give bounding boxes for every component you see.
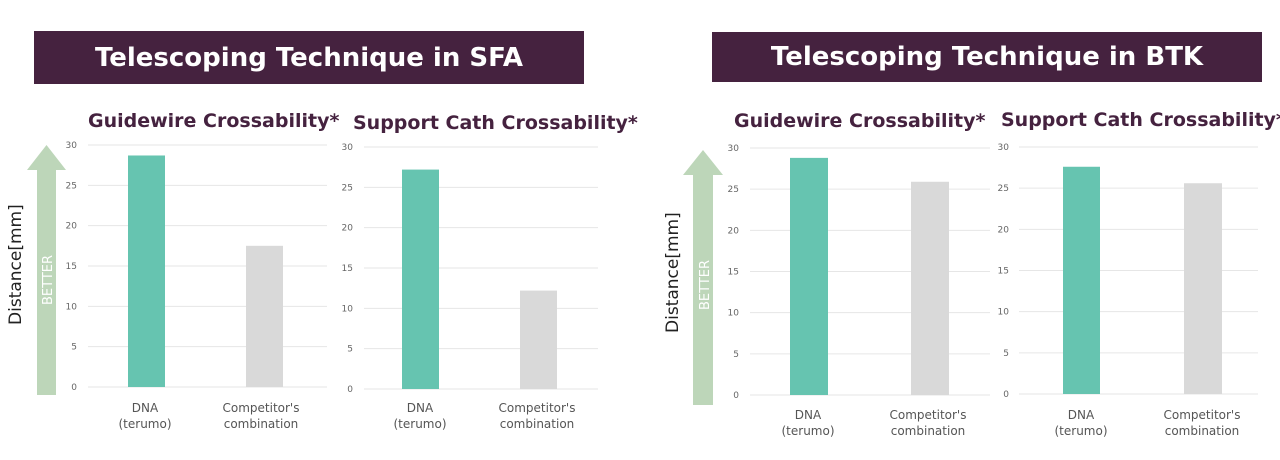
y-tick-label: 30: [342, 143, 354, 153]
chart-title-btk-support-cath: Support Cath Crossability*: [1001, 109, 1280, 131]
y-tick-label: 10: [342, 304, 354, 314]
y-tick-label: 0: [1003, 390, 1009, 400]
category-label: DNA (terumo): [118, 401, 171, 431]
bar-dna: [1063, 166, 1100, 394]
btk-banner: Telescoping Technique in BTK: [712, 32, 1262, 82]
y-tick-label: 25: [998, 184, 1009, 194]
y-tick-label: 5: [733, 350, 739, 360]
y-tick-label: 20: [998, 225, 1010, 235]
chart-btk-support-cath: 0 5 10 15 20 25 30 DNA (terumo) Competitor's combi…: [998, 143, 1258, 438]
y-tick-label: 15: [66, 262, 77, 272]
y-tick-label: 15: [998, 267, 1009, 277]
better-label-btk: BETTER: [698, 260, 713, 310]
y-tick-label: 25: [66, 181, 77, 191]
y-tick-label: 0: [347, 385, 353, 395]
category-label: DNA (terumo): [1054, 408, 1107, 438]
y-tick-label: 15: [728, 268, 739, 278]
better-arrow-btk: BETTER: [683, 150, 723, 405]
better-label-sfa: BETTER: [41, 255, 56, 305]
bar-dna: [128, 155, 165, 387]
sfa-banner: Telescoping Technique in SFA: [34, 31, 584, 84]
category-label: DNA (terumo): [781, 408, 834, 438]
y-tick-label: 25: [342, 183, 353, 193]
y-tick-label: 20: [728, 226, 740, 236]
y-tick-label: 20: [342, 224, 354, 234]
y-tick-label: 30: [998, 143, 1010, 153]
y-tick-label: 10: [66, 302, 78, 312]
y-tick-label: 5: [347, 345, 353, 355]
y-tick-label: 10: [998, 308, 1010, 318]
bar-competitor: [911, 181, 949, 395]
y-tick-label: 5: [71, 343, 77, 353]
bar-dna: [790, 157, 828, 395]
bar-competitor: [246, 245, 283, 387]
y-tick-label: 15: [342, 264, 353, 274]
y-tick-label: 25: [728, 185, 739, 195]
y-tick-label: 10: [728, 309, 740, 319]
y-tick-label: 5: [1003, 349, 1009, 359]
category-label: Competitor's combination: [223, 401, 300, 431]
chart-btk-guidewire: 0 5 10 15 20 25 30 DNA (terumo) Competitor's combi…: [728, 144, 990, 438]
chart-sfa-support-cath: 0 5 10 15 20 25 30 DNA (terumo) Competitor's combi…: [342, 143, 598, 431]
y-tick-label: 0: [733, 391, 739, 401]
y-tick-label: 0: [71, 383, 77, 393]
bar-dna: [402, 169, 439, 389]
chart-title-sfa-support-cath: Support Cath Crossability*: [353, 112, 638, 134]
chart-title-btk-guidewire: Guidewire Crossability*: [734, 110, 986, 132]
category-label: Competitor's combination: [499, 401, 576, 431]
chart-title-sfa-guidewire: Guidewire Crossability*: [88, 110, 340, 132]
bar-competitor: [1184, 183, 1222, 394]
category-label: DNA (terumo): [393, 401, 446, 431]
y-tick-label: 30: [728, 144, 740, 154]
category-label: Competitor's combination: [890, 408, 967, 438]
y-tick-label: 20: [66, 222, 78, 232]
chart-sfa-guidewire: 0 5 10 15 20 25 30 DNA (terumo) Competitor's combi…: [66, 141, 327, 431]
y-tick-label: 30: [66, 141, 78, 151]
bar-competitor: [520, 290, 557, 389]
category-label: Competitor's combination: [1164, 408, 1241, 438]
better-arrow-sfa: BETTER: [27, 145, 66, 395]
